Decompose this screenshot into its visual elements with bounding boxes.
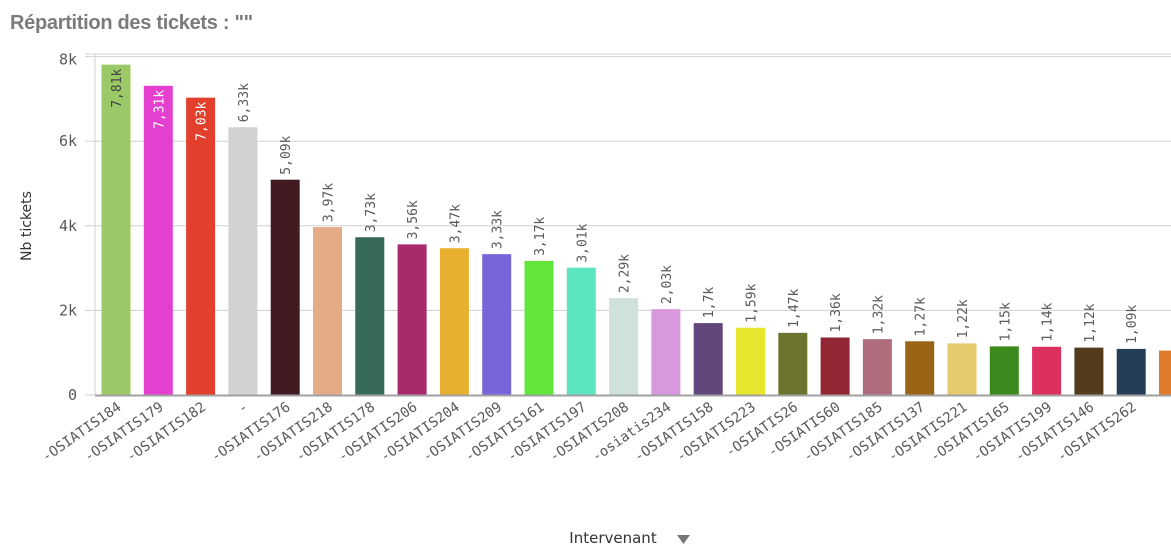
bar[interactable] bbox=[101, 64, 131, 396]
data-label: 3,17k bbox=[533, 217, 548, 256]
y-tick-label: 4k bbox=[59, 217, 77, 235]
bar[interactable] bbox=[228, 127, 258, 395]
bar[interactable] bbox=[693, 323, 723, 395]
data-label: 1,15k bbox=[998, 302, 1013, 341]
y-tick-label: 2k bbox=[59, 301, 77, 319]
data-label: 3,01k bbox=[575, 223, 590, 262]
caret-down-icon[interactable] bbox=[677, 535, 690, 544]
bar[interactable] bbox=[778, 332, 808, 395]
data-label: 1,09k bbox=[1125, 305, 1140, 344]
data-label: 1,32k bbox=[871, 295, 886, 334]
data-label: 1,36k bbox=[829, 293, 844, 332]
bar[interactable] bbox=[862, 339, 892, 395]
y-tick-label: 6k bbox=[59, 132, 77, 150]
y-axis-title: Nb tickets bbox=[19, 191, 35, 261]
bar[interactable] bbox=[947, 343, 977, 395]
bar[interactable] bbox=[989, 346, 1019, 395]
y-tick-label: 8k bbox=[59, 51, 77, 69]
bar[interactable] bbox=[1159, 350, 1171, 395]
bar[interactable] bbox=[482, 254, 512, 395]
bar[interactable] bbox=[355, 237, 385, 395]
bar[interactable] bbox=[566, 267, 596, 395]
data-label: 3,33k bbox=[491, 210, 506, 249]
bar[interactable] bbox=[439, 248, 469, 395]
data-label: 1,14k bbox=[1041, 302, 1056, 341]
data-label: 7,81k bbox=[110, 68, 125, 107]
data-label: 3,56k bbox=[406, 200, 421, 239]
data-label: 2,03k bbox=[660, 265, 675, 304]
data-label: 3,97k bbox=[322, 183, 337, 222]
x-tick-label: - bbox=[235, 399, 251, 417]
bar[interactable] bbox=[820, 337, 850, 395]
data-label: 1,47k bbox=[787, 289, 802, 328]
data-label: 3,47k bbox=[448, 204, 463, 243]
bar[interactable] bbox=[313, 227, 342, 395]
data-label: 2,29k bbox=[618, 254, 633, 293]
bar[interactable] bbox=[143, 85, 173, 396]
data-label: 1,59k bbox=[745, 283, 760, 322]
bar[interactable] bbox=[1074, 347, 1104, 395]
bar[interactable] bbox=[736, 327, 765, 395]
bar[interactable] bbox=[186, 97, 216, 396]
chart-title: Répartition des tickets : "" bbox=[10, 12, 253, 34]
data-label: 1,12k bbox=[1083, 303, 1098, 342]
bar[interactable] bbox=[1032, 346, 1062, 395]
data-label: 6,33k bbox=[237, 83, 252, 122]
x-axis-title[interactable]: Intervenant bbox=[569, 529, 657, 547]
bar[interactable] bbox=[270, 179, 300, 395]
data-label: 3,73k bbox=[364, 193, 379, 232]
bar[interactable] bbox=[397, 244, 427, 395]
bar[interactable] bbox=[905, 341, 935, 395]
data-label: 7,03k bbox=[195, 101, 210, 140]
data-label: 1,22k bbox=[956, 299, 971, 338]
bar[interactable] bbox=[1116, 348, 1146, 395]
data-label: 1,7k bbox=[702, 287, 717, 318]
data-label: 5,09k bbox=[279, 135, 294, 174]
y-tick-label: 0 bbox=[68, 386, 77, 404]
data-label: 1,27k bbox=[914, 297, 929, 336]
bar[interactable] bbox=[651, 309, 681, 395]
data-label: 7,31k bbox=[152, 90, 167, 129]
bar[interactable] bbox=[524, 260, 554, 395]
bar[interactable] bbox=[609, 298, 639, 395]
